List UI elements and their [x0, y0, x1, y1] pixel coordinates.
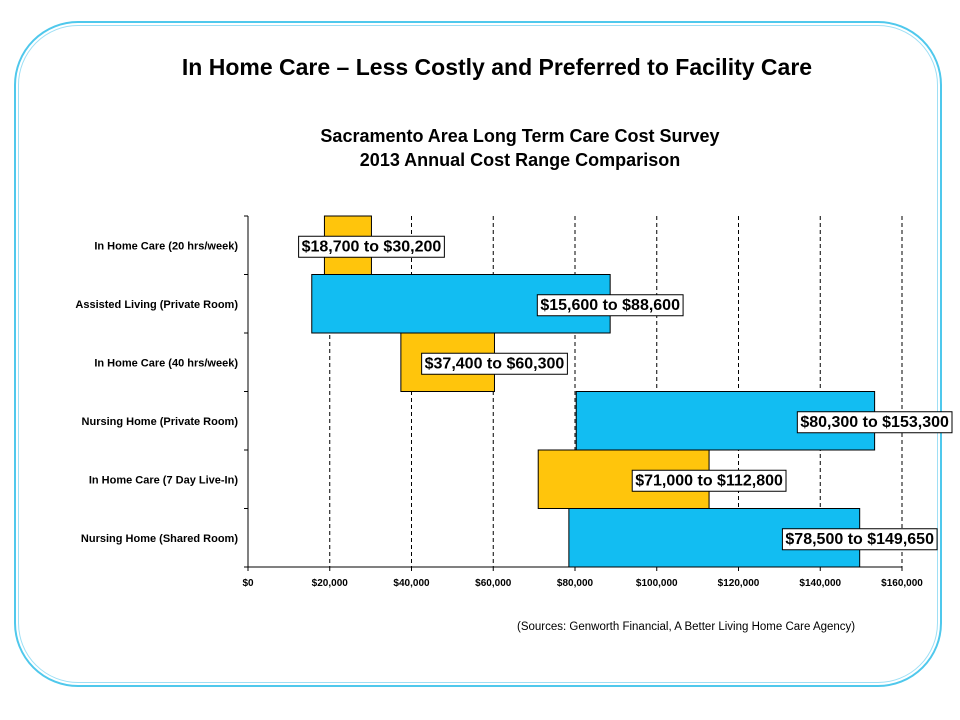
- data-label-box: [536, 294, 684, 317]
- data-label-box: [796, 411, 953, 434]
- x-tick-label: $80,000: [557, 578, 594, 589]
- x-tick-label: $40,000: [393, 578, 430, 589]
- x-tick-label: $0: [242, 578, 254, 589]
- data-label: $80,300 to $153,300: [800, 414, 949, 431]
- data-label: $15,600 to $88,600: [540, 297, 680, 314]
- data-label-box: [421, 352, 568, 375]
- x-tick-label: $100,000: [636, 578, 678, 589]
- data-label: $78,500 to $149,650: [785, 531, 934, 548]
- axes: [244, 215, 903, 571]
- category-label: Nursing Home (Shared Room): [81, 533, 238, 545]
- data-labels: $18,700 to $30,200 $15,600 to $88,600 $37,…: [298, 235, 953, 551]
- data-label-box: [781, 528, 938, 551]
- x-tick-label: $60,000: [475, 578, 512, 589]
- inner-frame: [18, 25, 938, 683]
- chart-title-line1: Sacramento Area Long Term Care Cost Surv…: [320, 126, 720, 146]
- page-title: In Home Care – Less Costly and Preferred…: [181, 54, 813, 80]
- bars: [311, 215, 876, 568]
- data-label: $18,700 to $30,200: [302, 238, 442, 255]
- category-label: Nursing Home (Private Room): [82, 416, 239, 428]
- data-label-box: [298, 235, 445, 258]
- sources-note: (Sources: Genworth Financial, A Better L…: [517, 621, 856, 633]
- data-label-box: [631, 469, 787, 492]
- chart-title: Sacramento Area Long Term Care Cost Surv…: [250, 124, 790, 172]
- x-tick-label: $20,000: [312, 578, 349, 589]
- data-label: $71,000 to $112,800: [635, 472, 783, 489]
- category-label: Assisted Living (Private Room): [75, 299, 238, 311]
- x-tick-label: $140,000: [799, 578, 841, 589]
- data-label: $37,400 to $60,300: [425, 355, 565, 372]
- x-tick-label: $160,000: [881, 578, 923, 589]
- category-label: In Home Care (40 hrs/week): [94, 357, 238, 369]
- chart-title-line2: 2013 Annual Cost Range Comparison: [359, 150, 681, 170]
- outer-frame: [14, 21, 942, 687]
- category-label: In Home Care (20 hrs/week): [94, 240, 238, 252]
- x-tick-label: $120,000: [718, 578, 760, 589]
- category-label: In Home Care (7 Day Live-In): [89, 474, 238, 486]
